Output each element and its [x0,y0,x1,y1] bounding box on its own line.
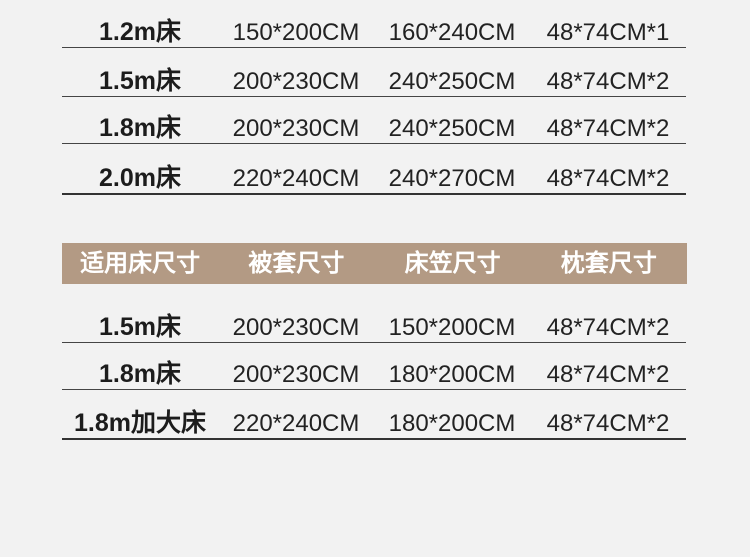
table-row: 1.8m床 200*230CM 180*200CM 48*74CM*2 [62,343,686,390]
duvet-size-cell: 220*240CM [232,409,360,437]
sheet-size-cell: 240*250CM [388,67,516,95]
duvet-size-cell: 220*240CM [232,164,360,192]
table-row: 1.5m床 200*230CM 150*200CM 48*74CM*2 [62,295,686,343]
bed-size-cell: 1.5m床 [99,312,181,341]
duvet-size-cell: 150*200CM [232,18,360,46]
pillow-size-cell: 48*74CM*2 [546,409,670,437]
sheet-size-cell: 160*240CM [388,18,516,46]
pillow-size-cell: 48*74CM*2 [546,313,670,341]
table-header-band: 适用床尺寸 被套尺寸 床笠尺寸 枕套尺寸 [62,243,687,284]
table-row: 1.8m床 200*230CM 240*250CM 48*74CM*2 [62,97,686,144]
duvet-size-cell: 200*230CM [232,114,360,142]
bed-size-cell: 2.0m床 [99,163,181,192]
sheet-size-cell: 240*270CM [388,164,516,192]
header-pillow-size: 枕套尺寸 [560,249,657,277]
bed-size-cell: 1.8m床 [99,359,181,388]
bed-size-cell: 1.2m床 [99,17,181,46]
pillow-size-cell: 48*74CM*2 [546,67,670,95]
sheet-size-cell: 180*200CM [388,409,516,437]
duvet-size-cell: 200*230CM [232,313,360,341]
bed-size-cell: 1.8m床 [99,113,181,142]
size-table-top: 1.2m床 150*200CM 160*240CM 48*74CM*1 1.5m… [62,0,686,195]
size-table-bottom: 1.5m床 200*230CM 150*200CM 48*74CM*2 1.8m… [62,295,686,440]
pillow-size-cell: 48*74CM*2 [546,114,670,142]
table-row: 1.2m床 150*200CM 160*240CM 48*74CM*1 [62,0,686,48]
sheet-size-cell: 240*250CM [388,114,516,142]
header-sheet-size: 床笠尺寸 [404,249,501,277]
header-bed-size: 适用床尺寸 [80,249,201,277]
duvet-size-cell: 200*230CM [232,360,360,388]
pillow-size-cell: 48*74CM*2 [546,164,670,192]
table-row: 2.0m床 220*240CM 240*270CM 48*74CM*2 [62,144,686,195]
table-row: 1.8m加大床 220*240CM 180*200CM 48*74CM*2 [62,390,686,440]
pillow-size-cell: 48*74CM*1 [546,18,670,46]
sheet-size-cell: 150*200CM [388,313,516,341]
bed-size-cell: 1.5m床 [99,66,181,95]
sheet-size-cell: 180*200CM [388,360,516,388]
duvet-size-cell: 200*230CM [232,67,360,95]
bed-size-cell: 1.8m加大床 [74,408,206,437]
header-duvet-size: 被套尺寸 [248,249,345,277]
pillow-size-cell: 48*74CM*2 [546,360,670,388]
table-row: 1.5m床 200*230CM 240*250CM 48*74CM*2 [62,48,686,97]
